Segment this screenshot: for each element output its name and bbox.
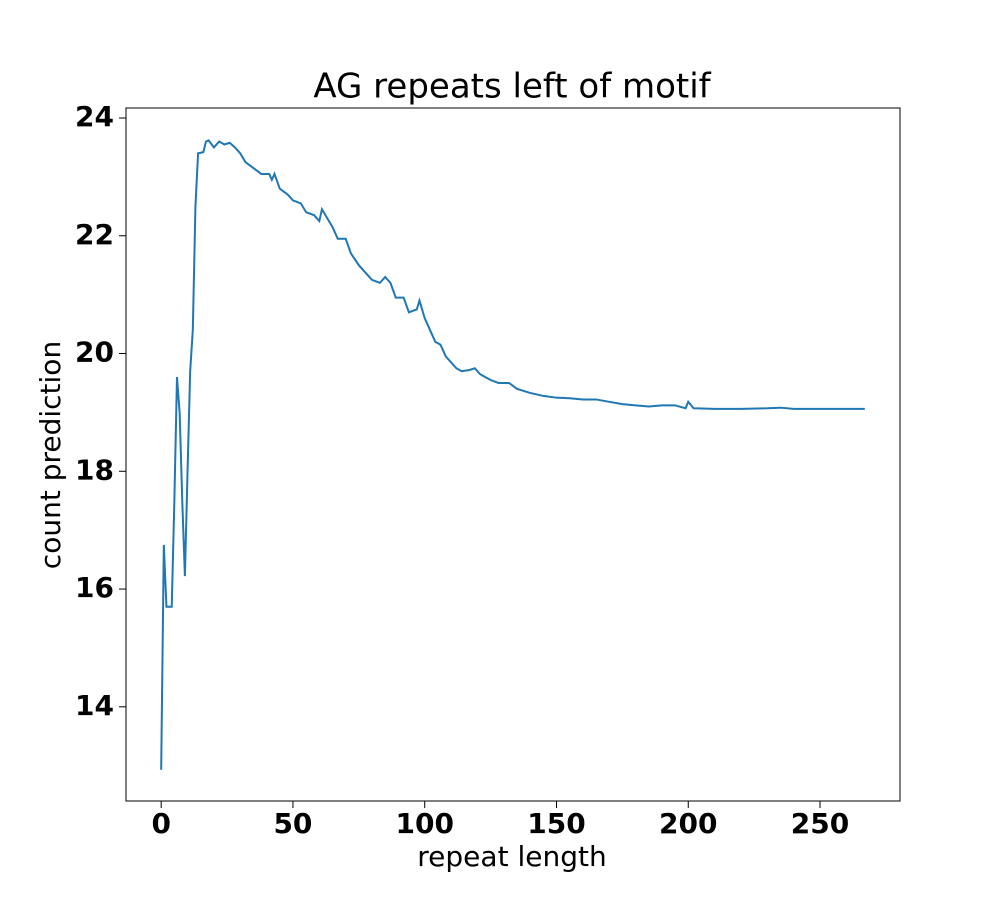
x-tick-label: 150 xyxy=(527,807,585,840)
y-tick-label: 22 xyxy=(75,218,114,251)
y-tick-label: 14 xyxy=(75,689,114,722)
x-tick-label: 100 xyxy=(395,807,453,840)
x-tick-label: 250 xyxy=(791,807,849,840)
data-line xyxy=(160,139,865,770)
y-axis-label: count prediction xyxy=(34,341,67,569)
plot-frame xyxy=(125,107,901,802)
x-axis-label: repeat length xyxy=(417,840,606,873)
x-tick-label: 50 xyxy=(273,807,312,840)
x-tick-label: 0 xyxy=(151,807,170,840)
y-tick-label: 18 xyxy=(75,453,114,486)
chart-title: AG repeats left of motif xyxy=(313,67,711,107)
y-tick-label: 20 xyxy=(75,336,114,369)
y-tick-label: 24 xyxy=(75,100,114,133)
x-tick-label: 200 xyxy=(659,807,717,840)
y-tick-label: 16 xyxy=(75,571,114,604)
